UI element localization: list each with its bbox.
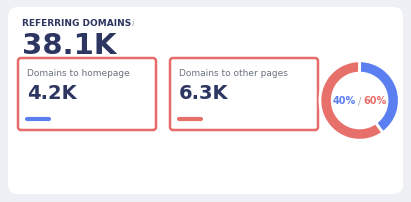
Text: 40%: 40% bbox=[332, 96, 356, 106]
Text: 6.3K: 6.3K bbox=[179, 84, 229, 103]
FancyBboxPatch shape bbox=[170, 59, 318, 130]
Text: 4.2K: 4.2K bbox=[27, 84, 76, 103]
FancyBboxPatch shape bbox=[8, 8, 403, 194]
Text: REFERRING DOMAINS: REFERRING DOMAINS bbox=[22, 18, 131, 27]
Wedge shape bbox=[360, 61, 399, 133]
Text: 60%: 60% bbox=[363, 96, 387, 106]
Text: Domains to homepage: Domains to homepage bbox=[27, 68, 130, 77]
Text: 38.1K: 38.1K bbox=[22, 32, 116, 60]
FancyBboxPatch shape bbox=[18, 59, 156, 130]
Wedge shape bbox=[320, 61, 383, 141]
Text: /: / bbox=[358, 96, 361, 106]
Text: i: i bbox=[132, 18, 134, 27]
Text: Domains to other pages: Domains to other pages bbox=[179, 68, 288, 77]
